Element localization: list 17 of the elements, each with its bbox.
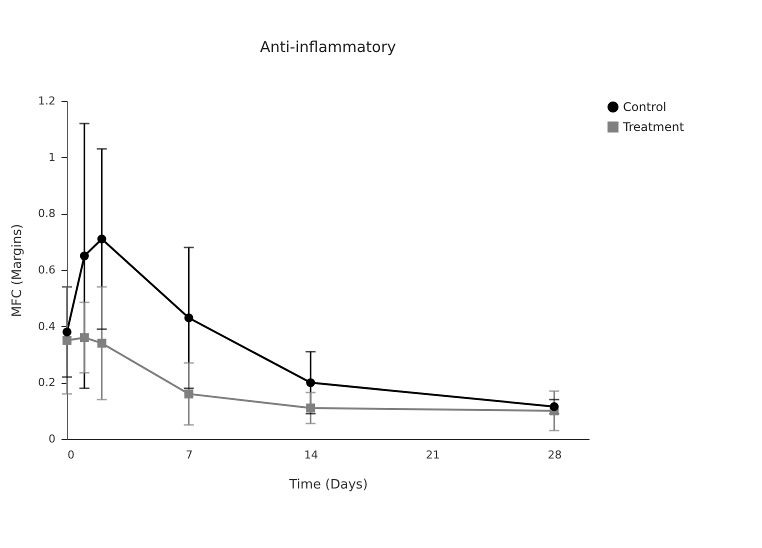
y-tick-label: 0.8 <box>38 207 56 220</box>
x-tick-label: 0 <box>68 448 74 462</box>
y-tick-label: 0.2 <box>38 376 56 390</box>
x-tick-label: 21 <box>426 448 440 462</box>
y-axis-title: MFC (Margins) <box>10 224 26 318</box>
legend-label: Control <box>623 100 666 114</box>
y-tick-label: 1.2 <box>38 94 56 108</box>
x-tick-label: 7 <box>186 448 193 462</box>
y-tick-label: 1 <box>48 150 56 164</box>
y-tick-label: 0 <box>48 432 56 446</box>
chart-title: Anti-inflammatory <box>260 38 396 56</box>
legend-label: Treatment <box>622 120 684 134</box>
y-tick-label: 0.6 <box>38 264 56 276</box>
x-tick-label: 28 <box>548 448 562 462</box>
y-tick-label: 0.4 <box>38 320 56 333</box>
x-tick-label: 14 <box>304 448 318 462</box>
x-axis-title: Time (Days) <box>288 478 368 492</box>
